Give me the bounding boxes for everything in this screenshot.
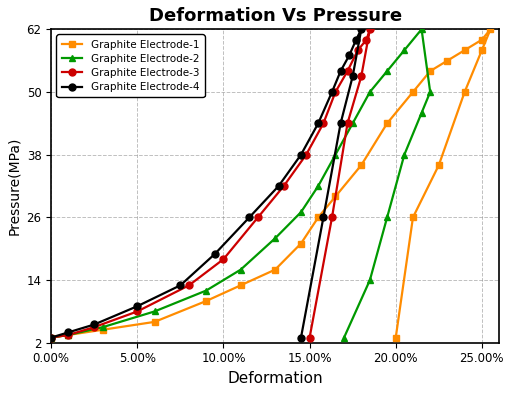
Legend: Graphite Electrode-1, Graphite Electrode-2, Graphite Electrode-3, Graphite Elect: Graphite Electrode-1, Graphite Electrode… bbox=[56, 35, 205, 97]
Graphite Electrode-4 bbox=[91, 322, 97, 327]
Graphite Electrode-1 bbox=[332, 194, 339, 199]
Graphite Electrode-2 bbox=[238, 267, 244, 272]
Graphite Electrode-3 bbox=[355, 48, 361, 53]
Graphite Electrode-4 bbox=[338, 121, 344, 126]
Graphite Electrode-2 bbox=[367, 90, 373, 94]
Graphite Electrode-2 bbox=[332, 152, 339, 157]
Graphite Electrode-4 bbox=[353, 37, 359, 42]
Graphite Electrode-4 bbox=[212, 252, 218, 256]
Graphite Electrode-1 bbox=[315, 215, 321, 220]
Graphite Electrode-3 bbox=[344, 121, 350, 126]
Graphite Electrode-1 bbox=[427, 69, 433, 73]
Graphite Electrode-4 bbox=[246, 215, 252, 220]
Graphite Electrode-2 bbox=[367, 278, 373, 283]
Graphite Electrode-3 bbox=[134, 309, 141, 314]
Graphite Electrode-2 bbox=[401, 48, 407, 53]
Graphite Electrode-4 bbox=[65, 330, 71, 335]
Graphite Electrode-4 bbox=[329, 90, 335, 94]
Graphite Electrode-3 bbox=[367, 27, 373, 31]
Graphite Electrode-3 bbox=[91, 325, 97, 329]
Graphite Electrode-1 bbox=[410, 215, 416, 220]
Line: Graphite Electrode-2: Graphite Electrode-2 bbox=[48, 26, 433, 341]
Graphite Electrode-2 bbox=[151, 309, 157, 314]
Graphite Electrode-2 bbox=[315, 184, 321, 188]
Graphite Electrode-1 bbox=[65, 332, 71, 337]
Graphite Electrode-2 bbox=[203, 288, 209, 293]
Graphite Electrode-1 bbox=[151, 320, 157, 324]
Graphite Electrode-4 bbox=[349, 74, 356, 79]
Graphite Electrode-3 bbox=[281, 184, 287, 188]
Graphite Electrode-1 bbox=[384, 121, 390, 126]
Line: Graphite Electrode-1: Graphite Electrode-1 bbox=[48, 26, 494, 341]
Graphite Electrode-1 bbox=[462, 90, 468, 94]
Graphite Electrode-2 bbox=[65, 332, 71, 337]
Graphite Electrode-3 bbox=[332, 90, 339, 94]
Graphite Electrode-2 bbox=[48, 335, 54, 340]
Graphite Electrode-1 bbox=[410, 90, 416, 94]
Graphite Electrode-4 bbox=[275, 184, 282, 188]
Graphite Electrode-2 bbox=[341, 335, 347, 340]
Graphite Electrode-3 bbox=[329, 215, 335, 220]
Title: Deformation Vs Pressure: Deformation Vs Pressure bbox=[149, 7, 402, 25]
Graphite Electrode-3 bbox=[344, 69, 350, 73]
Graphite Electrode-3 bbox=[255, 215, 261, 220]
Graphite Electrode-1 bbox=[48, 335, 54, 340]
Graphite Electrode-1 bbox=[392, 335, 399, 340]
Graphite Electrode-4 bbox=[177, 283, 184, 288]
Graphite Electrode-4 bbox=[315, 121, 321, 126]
Graphite Electrode-4 bbox=[48, 335, 54, 340]
Graphite Electrode-3 bbox=[303, 152, 309, 157]
Graphite Electrode-3 bbox=[358, 74, 364, 79]
Graphite Electrode-2 bbox=[401, 152, 407, 157]
Graphite Electrode-2 bbox=[100, 325, 106, 329]
Graphite Electrode-1 bbox=[358, 163, 364, 167]
Graphite Electrode-3 bbox=[363, 37, 369, 42]
Graphite Electrode-3 bbox=[320, 121, 326, 126]
Graphite Electrode-3 bbox=[48, 335, 54, 340]
Graphite Electrode-4 bbox=[298, 152, 304, 157]
Graphite Electrode-1 bbox=[479, 37, 485, 42]
Graphite Electrode-1 bbox=[436, 163, 442, 167]
Line: Graphite Electrode-4: Graphite Electrode-4 bbox=[48, 26, 365, 341]
Graphite Electrode-4 bbox=[134, 304, 141, 309]
Graphite Electrode-4 bbox=[338, 69, 344, 73]
Graphite Electrode-2 bbox=[349, 121, 356, 126]
Graphite Electrode-2 bbox=[384, 69, 390, 73]
Graphite Electrode-4 bbox=[320, 215, 326, 220]
Graphite Electrode-4 bbox=[358, 27, 364, 31]
Graphite Electrode-1 bbox=[487, 27, 494, 31]
Graphite Electrode-1 bbox=[238, 283, 244, 288]
Graphite Electrode-2 bbox=[298, 210, 304, 215]
X-axis label: Deformation: Deformation bbox=[227, 371, 323, 386]
Graphite Electrode-3 bbox=[307, 335, 313, 340]
Y-axis label: Pressure(MPa): Pressure(MPa) bbox=[7, 137, 21, 235]
Graphite Electrode-2 bbox=[419, 110, 425, 115]
Graphite Electrode-4 bbox=[346, 53, 352, 58]
Graphite Electrode-2 bbox=[419, 27, 425, 31]
Graphite Electrode-1 bbox=[203, 299, 209, 303]
Graphite Electrode-1 bbox=[444, 58, 450, 63]
Graphite Electrode-2 bbox=[272, 236, 278, 241]
Graphite Electrode-4 bbox=[298, 335, 304, 340]
Graphite Electrode-3 bbox=[65, 332, 71, 337]
Graphite Electrode-2 bbox=[384, 215, 390, 220]
Graphite Electrode-1 bbox=[100, 327, 106, 332]
Graphite Electrode-1 bbox=[479, 48, 485, 53]
Graphite Electrode-1 bbox=[298, 241, 304, 246]
Graphite Electrode-3 bbox=[186, 283, 192, 288]
Graphite Electrode-1 bbox=[272, 267, 278, 272]
Graphite Electrode-1 bbox=[462, 48, 468, 53]
Graphite Electrode-2 bbox=[427, 90, 433, 94]
Graphite Electrode-3 bbox=[221, 257, 227, 261]
Line: Graphite Electrode-3: Graphite Electrode-3 bbox=[48, 26, 373, 341]
